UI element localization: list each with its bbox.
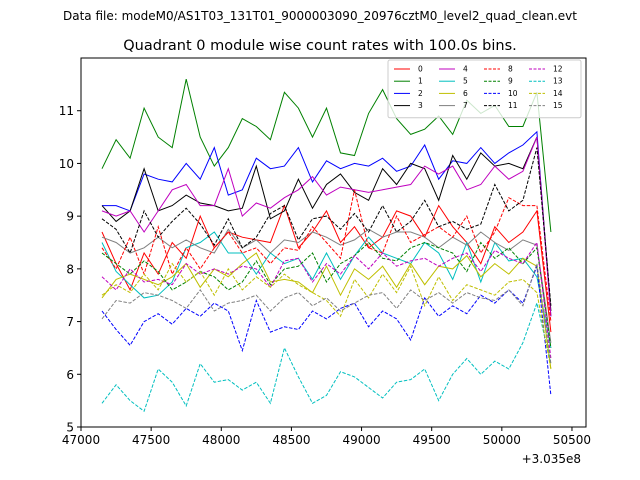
legend-label-1: 1 (418, 77, 423, 86)
data-file-label: Data file: modeM0/AS1T03_131T01_90000030… (63, 9, 577, 23)
y-tick-label: 10 (59, 157, 74, 171)
legend-label-14: 14 (553, 89, 563, 98)
series-line-15 (101, 263, 552, 364)
x-tick-label: 48500 (272, 433, 310, 447)
plot-frame (80, 57, 587, 428)
y-tick-label: 5 (66, 421, 74, 435)
series-line-4 (101, 136, 552, 317)
legend-label-11: 11 (508, 101, 518, 110)
legend-label-5: 5 (463, 77, 468, 86)
y-tick-label: 7 (66, 315, 74, 329)
legend-label-4: 4 (463, 65, 468, 74)
series-line-5 (101, 231, 552, 348)
series-line-7 (101, 228, 552, 343)
chart-title: Quadrant 0 module wise count rates with … (123, 38, 517, 54)
series-line-11 (101, 147, 552, 306)
x-offset-label: +3.035e8 (522, 452, 581, 466)
x-tick-label: 50500 (553, 433, 591, 447)
x-tick-label: 47000 (62, 433, 100, 447)
legend-label-9: 9 (508, 77, 513, 86)
legend-label-8: 8 (508, 65, 513, 74)
legend-label-3: 3 (418, 101, 423, 110)
series-line-14 (101, 262, 552, 370)
series-line-3 (101, 136, 552, 312)
series-line-2 (102, 130, 552, 317)
legend-label-12: 12 (553, 65, 563, 74)
y-tick-label: 11 (59, 104, 74, 118)
series-line-12 (101, 241, 552, 359)
series-line-6 (101, 252, 552, 370)
y-tick-label: 8 (66, 262, 74, 276)
legend-label-7: 7 (463, 101, 468, 110)
legend-label-10: 10 (508, 89, 518, 98)
x-tick-label: 48000 (202, 433, 240, 447)
legend-label-6: 6 (463, 89, 468, 98)
series-line-10 (101, 266, 552, 396)
series-line-8 (101, 189, 552, 322)
legend-label-15: 15 (553, 101, 563, 110)
legend-label-13: 13 (553, 77, 563, 86)
series-line-9 (101, 241, 552, 348)
y-tick-label: 9 (66, 210, 74, 224)
x-tick-label: 50000 (483, 433, 521, 447)
y-tick-label: 6 (66, 368, 74, 382)
legend-label-0: 0 (418, 65, 423, 74)
series-line-0 (101, 204, 552, 333)
x-tick-label: 49500 (413, 433, 451, 447)
x-tick-label: 49000 (342, 433, 380, 447)
series-line-13 (101, 301, 552, 413)
x-tick-label: 47500 (132, 433, 170, 447)
legend-label-2: 2 (418, 89, 423, 98)
legend-box (387, 59, 582, 119)
